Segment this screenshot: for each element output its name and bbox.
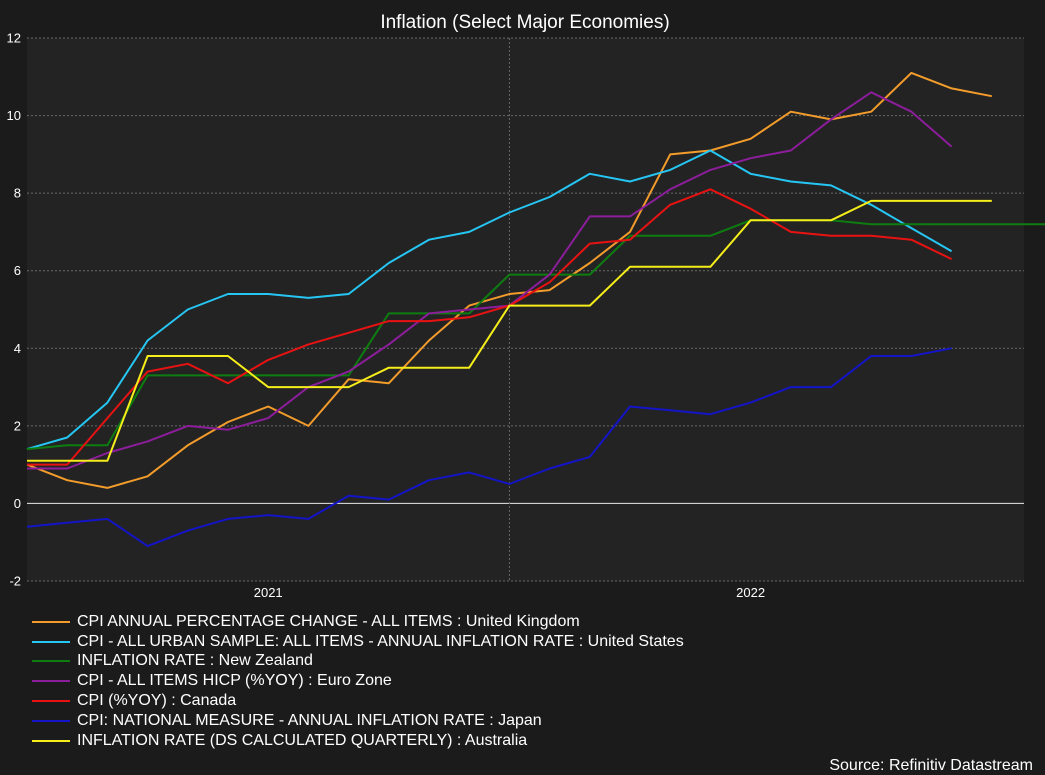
legend-swatch	[32, 739, 70, 742]
legend-item: CPI - ALL ITEMS HICP (%YOY) : Euro Zone	[32, 671, 684, 691]
y-tick-label: 8	[14, 186, 21, 201]
legend-label: CPI (%YOY) : Canada	[77, 692, 237, 710]
legend-swatch	[32, 640, 70, 643]
y-tick-label: 4	[14, 341, 21, 356]
legend-label: CPI: NATIONAL MEASURE - ANNUAL INFLATION…	[77, 711, 542, 729]
legend-item: CPI - ALL URBAN SAMPLE: ALL ITEMS - ANNU…	[32, 632, 684, 652]
legend-item: CPI ANNUAL PERCENTAGE CHANGE - ALL ITEMS…	[32, 612, 684, 632]
legend-swatch	[32, 680, 70, 683]
legend-item: CPI: NATIONAL MEASURE - ANNUAL INFLATION…	[32, 711, 684, 731]
series-line	[26, 347, 952, 548]
x-tick-label: 2021	[254, 585, 283, 600]
legend-item: INFLATION RATE (DS CALCULATED QUARTERLY)…	[32, 731, 684, 751]
series-line	[26, 219, 1045, 451]
chart-legend: CPI ANNUAL PERCENTAGE CHANGE - ALL ITEMS…	[32, 612, 684, 751]
legend-label: CPI ANNUAL PERCENTAGE CHANGE - ALL ITEMS…	[77, 612, 580, 630]
series-line	[27, 199, 992, 462]
series-layer	[26, 71, 1045, 548]
chart-title: Inflation (Select Major Economies)	[380, 12, 669, 33]
y-tick-label: -2	[9, 574, 21, 589]
legend-label: INFLATION RATE : New Zealand	[77, 652, 313, 670]
y-tick-label: 0	[14, 496, 21, 511]
axis-layer: -2 0 2 4 6 8 10 12 2021 2022	[7, 31, 766, 601]
y-tick-label: 6	[14, 263, 21, 278]
source-note: Source: Refinitiv Datastream	[829, 757, 1033, 774]
inflation-line-chart: Inflation (Select Major Economies) -2 0 2 4…	[6, 12, 1045, 601]
legend-item: CPI (%YOY) : Canada	[32, 691, 684, 711]
legend-swatch	[32, 719, 70, 722]
series-line	[27, 188, 953, 466]
legend-swatch	[32, 660, 70, 663]
legend-label: CPI - ALL ITEMS HICP (%YOY) : Euro Zone	[77, 672, 392, 690]
y-tick-label: 2	[14, 418, 21, 433]
series-line	[27, 91, 953, 470]
series-line	[26, 149, 953, 451]
legend-label: INFLATION RATE (DS CALCULATED QUARTERLY)…	[77, 731, 528, 749]
grid-layer	[27, 37, 1024, 582]
legend-swatch	[32, 700, 70, 703]
y-tick-label: 12	[7, 31, 21, 46]
legend-item: INFLATION RATE : New Zealand	[32, 652, 684, 672]
x-tick-label: 2022	[736, 585, 765, 600]
y-tick-label: 10	[7, 108, 21, 123]
legend-swatch	[32, 620, 70, 623]
plot-area	[27, 38, 1024, 581]
legend-label: CPI - ALL URBAN SAMPLE: ALL ITEMS - ANNU…	[77, 632, 684, 650]
